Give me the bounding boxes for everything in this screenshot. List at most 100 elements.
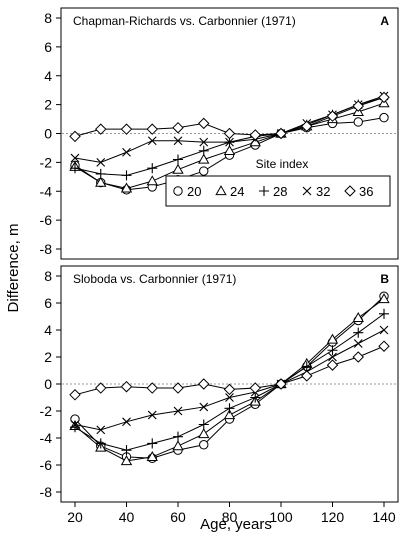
data-point-32 xyxy=(225,137,234,147)
legend-label: 28 xyxy=(273,184,287,199)
data-point-28 xyxy=(147,438,158,449)
x-tick-label: 80 xyxy=(222,509,238,525)
x-tick-label: 20 xyxy=(67,509,83,525)
legend-marker-20 xyxy=(173,186,183,196)
y-tick-label: -2 xyxy=(40,403,53,419)
series-line-28 xyxy=(74,313,385,451)
data-point-32 xyxy=(328,352,337,362)
legend-entry-24: 24 xyxy=(215,184,244,199)
y-tick-label: -4 xyxy=(40,183,53,199)
y-tick-label: 6 xyxy=(44,39,52,55)
legend-marker-36 xyxy=(344,185,356,197)
x-tick-label: 40 xyxy=(119,509,135,525)
legend-label: 36 xyxy=(359,184,373,199)
data-point-32 xyxy=(147,136,157,146)
data-point-36 xyxy=(69,389,81,401)
chart-panel-b: Sloboda vs. Carbonnier (1971) B -8 -6 -4 -2 0 2… xyxy=(40,265,399,525)
data-point-24 xyxy=(378,293,390,304)
data-point-28 xyxy=(121,445,132,456)
data-point-36 xyxy=(95,123,107,135)
data-point-28 xyxy=(378,308,390,319)
data-point-36 xyxy=(378,91,390,104)
y-tick-label: 4 xyxy=(44,322,52,338)
series-20 xyxy=(70,291,389,463)
chart-title: Sloboda vs. Carbonnier (1971) xyxy=(73,272,236,286)
data-point-36 xyxy=(146,382,158,394)
y-tick-label: 8 xyxy=(44,268,52,284)
legend-label: 24 xyxy=(230,184,244,199)
data-point-36 xyxy=(326,359,339,371)
data-point-20 xyxy=(199,440,209,450)
data-point-32 xyxy=(122,417,131,427)
data-point-36 xyxy=(95,382,107,394)
data-point-28 xyxy=(172,154,184,165)
y-tick-label: -8 xyxy=(40,484,53,500)
y-tick-label: -4 xyxy=(40,430,53,446)
data-point-28 xyxy=(301,361,312,372)
data-point-32 xyxy=(70,153,80,163)
legend-label: 20 xyxy=(187,184,201,199)
data-point-36 xyxy=(172,382,184,394)
series-line-24 xyxy=(74,298,385,462)
data-point-36 xyxy=(223,383,236,396)
data-point-24 xyxy=(120,182,133,193)
data-point-36 xyxy=(198,117,210,130)
data-point-28 xyxy=(172,431,184,442)
series-28 xyxy=(69,308,390,456)
data-point-32 xyxy=(199,137,209,147)
y-tick-label: -2 xyxy=(40,154,53,170)
data-point-32 xyxy=(379,325,389,335)
data-point-24 xyxy=(146,175,158,186)
x-tick-label: 120 xyxy=(321,509,345,525)
y-tick-label: -6 xyxy=(40,212,53,228)
data-point-36 xyxy=(120,380,133,393)
data-point-20 xyxy=(353,117,363,127)
legend-title: Site index xyxy=(256,157,309,171)
legend-entry-32: 32 xyxy=(302,184,330,199)
series-24 xyxy=(69,293,390,466)
data-point-28 xyxy=(147,163,158,174)
x-tick-label: 140 xyxy=(372,509,396,525)
data-point-36 xyxy=(301,370,313,382)
legend: Site index 20 24 28 32 36 xyxy=(165,157,391,207)
data-point-28 xyxy=(224,403,235,414)
data-point-20 xyxy=(199,166,209,176)
data-point-32 xyxy=(173,406,183,416)
data-point-28 xyxy=(95,168,106,179)
data-point-36 xyxy=(352,351,364,363)
x-tick-label: 100 xyxy=(269,509,293,525)
legend-entry-28: 28 xyxy=(258,184,287,199)
legend-entry-36: 36 xyxy=(344,184,373,199)
legend-marker-32 xyxy=(302,186,312,196)
data-point-36 xyxy=(301,120,313,133)
legend-entry-20: 20 xyxy=(173,184,201,199)
data-point-36 xyxy=(120,123,133,135)
y-tick-label: 8 xyxy=(44,10,52,26)
chart-title: Chapman-Richards vs. Carbonnier (1971) xyxy=(73,14,296,28)
data-point-28 xyxy=(198,145,209,156)
data-point-24 xyxy=(95,176,107,187)
data-point-24 xyxy=(120,455,133,466)
data-point-32 xyxy=(353,339,363,348)
data-point-36 xyxy=(378,340,390,352)
y-tick-label: 0 xyxy=(44,126,52,142)
data-point-36 xyxy=(249,129,261,141)
data-point-36 xyxy=(275,127,287,140)
panel-label: A xyxy=(380,14,389,28)
data-point-36 xyxy=(172,121,184,134)
x-axis-label: Age, years xyxy=(200,516,272,533)
series-36 xyxy=(69,340,390,401)
data-point-24 xyxy=(172,163,184,174)
panel-label: B xyxy=(380,272,389,286)
data-point-36 xyxy=(352,100,364,112)
y-tick-label: -6 xyxy=(40,457,53,473)
data-point-36 xyxy=(223,127,236,140)
data-point-36 xyxy=(146,123,158,135)
y-tick-label: 4 xyxy=(44,68,52,84)
data-point-28 xyxy=(198,419,209,430)
data-point-32 xyxy=(70,420,80,429)
y-tick-label: 0 xyxy=(44,376,52,392)
y-axis-label: Difference, m xyxy=(5,224,22,313)
